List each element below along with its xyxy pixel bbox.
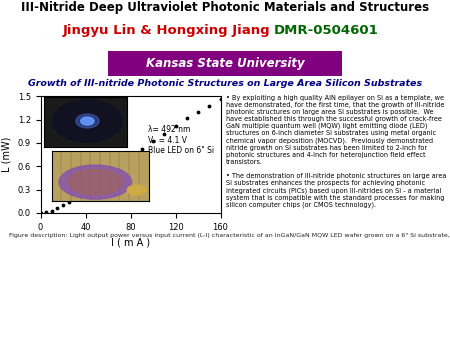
Text: • The demonstration of III-nitride photonic structures on large area Si substrat: • The demonstration of III-nitride photo… [226, 173, 446, 208]
Ellipse shape [59, 165, 131, 199]
Text: III-Nitride Deep Ultraviolet Photonic Materials and Structures: III-Nitride Deep Ultraviolet Photonic Ma… [21, 1, 429, 14]
X-axis label: I ( m A ): I ( m A ) [111, 237, 150, 247]
Text: Kansas State University: Kansas State University [146, 57, 304, 70]
Ellipse shape [69, 170, 122, 195]
Circle shape [81, 117, 94, 125]
Y-axis label: L (mW): L (mW) [2, 137, 12, 172]
Text: Jingyu Lin & Hongxing Jiang: Jingyu Lin & Hongxing Jiang [63, 24, 270, 37]
Circle shape [52, 100, 122, 142]
Circle shape [76, 114, 99, 128]
Text: DMR-0504601: DMR-0504601 [274, 24, 378, 37]
Text: λ= 492 nm
Vₙ = 4.1 V
Blue LED on 6" Si: λ= 492 nm Vₙ = 4.1 V Blue LED on 6" Si [148, 125, 215, 155]
Text: Growth of III-nitride Photonic Structures on Large Area Silicon Substrates: Growth of III-nitride Photonic Structure… [28, 79, 422, 88]
Text: Figure description: Light output power versus input current (L-I) characteristic: Figure description: Light output power v… [9, 233, 450, 238]
Text: • By exploiting a high quality AlN epilayer on Si as a template, we have demonst: • By exploiting a high quality AlN epila… [226, 95, 444, 165]
FancyBboxPatch shape [108, 51, 342, 76]
Circle shape [127, 185, 147, 195]
